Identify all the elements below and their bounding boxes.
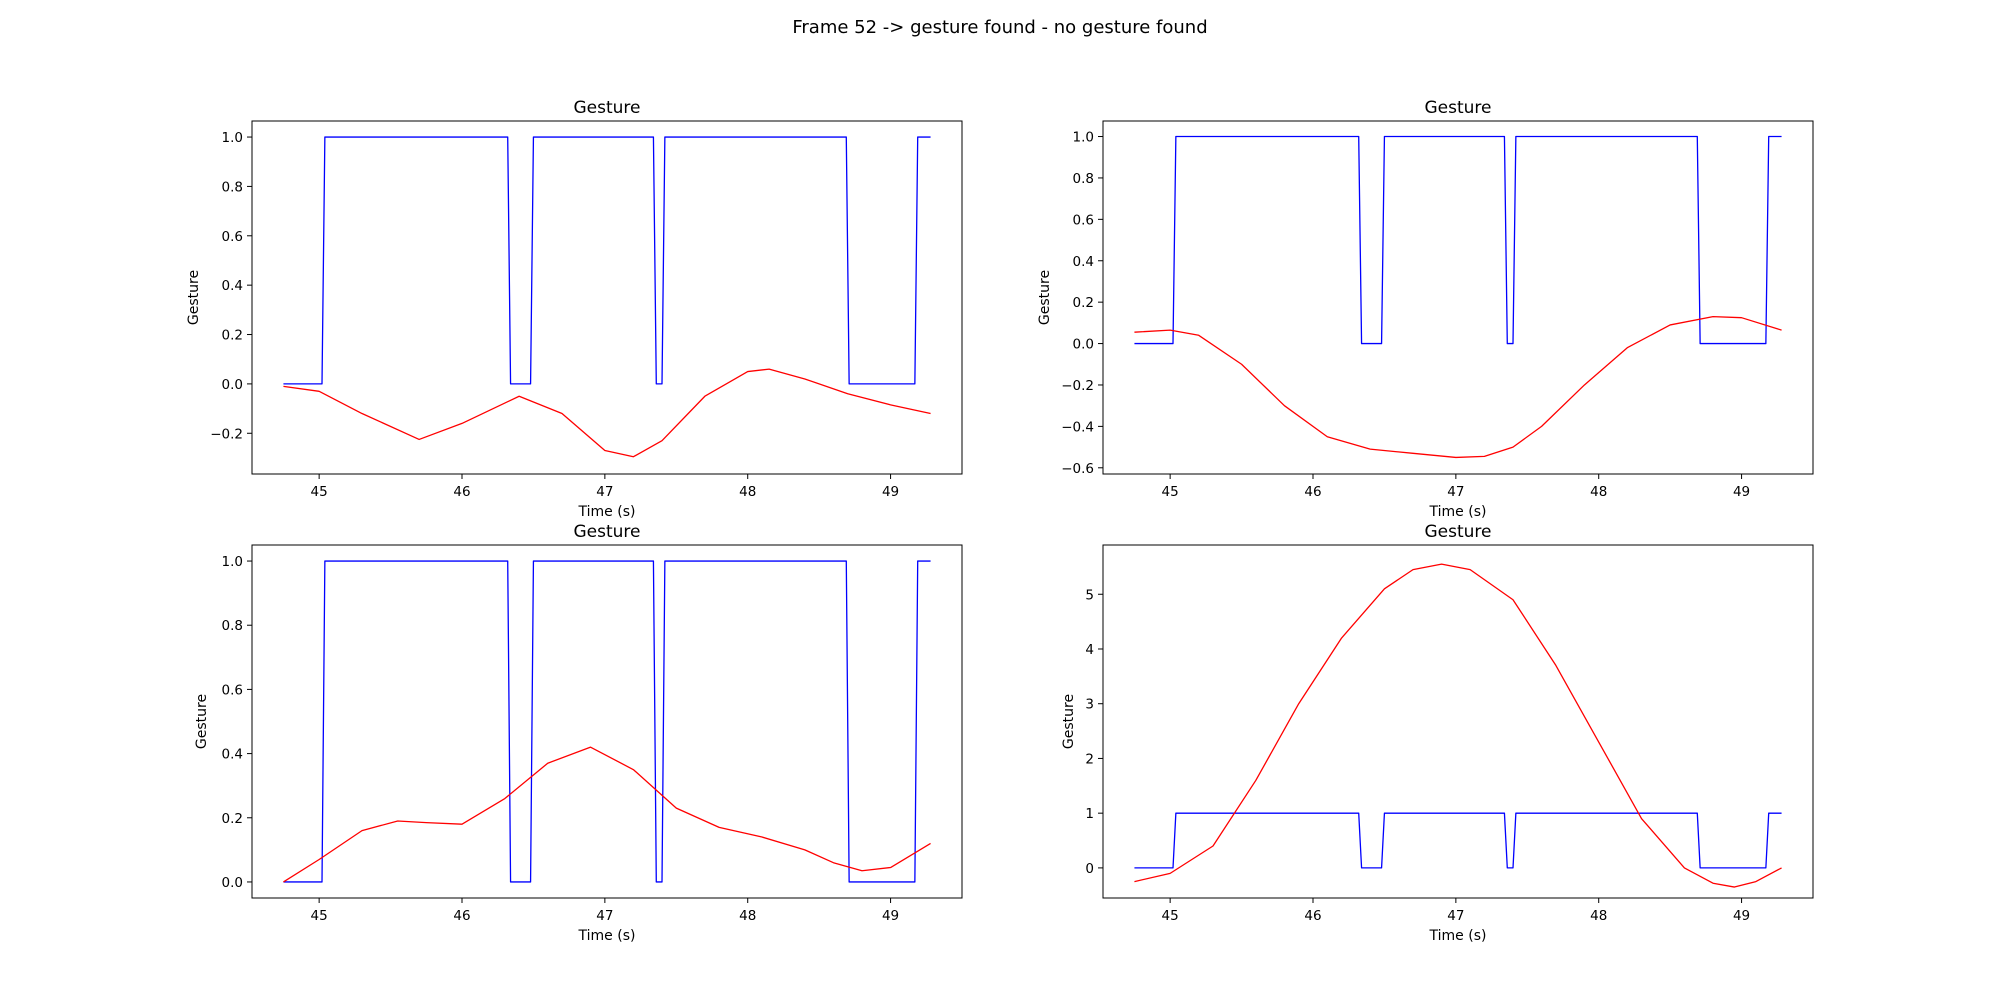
y-tick-label: 0 <box>1085 861 1094 877</box>
x-tick-label: 46 <box>1304 908 1321 924</box>
y-tick-label: 0.4 <box>222 747 243 763</box>
axes-frame <box>1102 544 1814 899</box>
x-axis-label: Time (s) <box>578 928 636 944</box>
series-line-1 <box>283 560 931 883</box>
subplot-2: 45 46 47 48 49 −0.6 −0.4 −0.2 0.0 0.2 0.4 0.6 0.8 1.0… <box>1037 98 1814 520</box>
y-axis-label: Gesture <box>194 694 210 749</box>
y-tick-label: 0.6 <box>222 229 243 245</box>
y-tick-label: 5 <box>1085 587 1094 603</box>
y-tick-label: 3 <box>1085 697 1094 713</box>
y-tick-label: 0.6 <box>222 682 243 698</box>
x-axis-label: Time (s) <box>1429 504 1487 520</box>
y-axis-label: Gesture <box>1037 270 1053 325</box>
y-tick-label: 1.0 <box>222 130 243 146</box>
series-line-1 <box>1134 812 1782 869</box>
x-tick-label: 48 <box>1590 908 1607 924</box>
series-line-2 <box>283 368 931 458</box>
x-tick-label: 47 <box>596 908 613 924</box>
y-tick-label: 0.4 <box>1073 254 1094 270</box>
x-tick-label: 45 <box>1162 908 1179 924</box>
x-tick-label: 48 <box>739 908 756 924</box>
x-tick-label: 47 <box>1447 908 1464 924</box>
y-tick-label: −0.4 <box>1061 419 1094 435</box>
y-tick-label: 0.8 <box>222 618 243 634</box>
x-axis-label: Time (s) <box>1429 928 1487 944</box>
x-tick-label: 49 <box>882 484 899 500</box>
x-tick-label: 47 <box>596 484 613 500</box>
series-line-1 <box>283 136 931 385</box>
axes-frame <box>251 120 963 475</box>
y-tick-label: 0.2 <box>222 328 243 344</box>
x-tick-label: 49 <box>1733 908 1750 924</box>
y-tick-label: 1.0 <box>1073 130 1094 146</box>
subplot-title: Gesture <box>573 98 640 118</box>
x-tick-label: 45 <box>311 908 328 924</box>
figure-suptitle: Frame 52 -> gesture found - no gesture f… <box>792 17 1207 38</box>
series-line-2 <box>283 746 931 883</box>
y-tick-label: 0.8 <box>1073 171 1094 187</box>
y-tick-label: 1 <box>1085 806 1094 822</box>
axes-frame <box>1102 120 1814 475</box>
x-tick-label: 48 <box>739 484 756 500</box>
x-tick-label: 46 <box>1304 484 1321 500</box>
y-tick-label: −0.2 <box>210 426 243 442</box>
y-tick-label: 0.0 <box>1073 337 1094 353</box>
series-line-2 <box>1134 563 1782 888</box>
y-tick-label: 0.0 <box>222 875 243 891</box>
subplot-3: 45 46 47 48 49 0.0 0.2 0.4 0.6 0.8 1.0 Gesture Time … <box>194 522 963 944</box>
y-tick-label: 1.0 <box>222 554 243 570</box>
y-tick-label: −0.6 <box>1061 461 1094 477</box>
subplot-title: Gesture <box>1424 522 1491 542</box>
y-tick-label: 0.4 <box>222 278 243 294</box>
subplots-container: 45 46 47 48 49−0.20.00.20.40.60.81.0GestureT… <box>186 98 1814 944</box>
y-tick-label: 0.6 <box>1073 212 1094 228</box>
y-axis-label: Gesture <box>186 270 202 325</box>
x-tick-label: 49 <box>1733 484 1750 500</box>
x-tick-label: 47 <box>1447 484 1464 500</box>
x-tick-label: 46 <box>453 908 470 924</box>
subplot-title: Gesture <box>1424 98 1491 118</box>
y-axis-label: Gesture <box>1061 694 1077 749</box>
series-line-1 <box>1134 135 1782 345</box>
y-tick-label: 2 <box>1085 751 1094 767</box>
subplot-1: 45 46 47 48 49 −0.2 0.0 0.2 0.4 0.6 0.8 1.0 Gesture T… <box>186 98 963 520</box>
y-tick-label: 0.2 <box>1073 295 1094 311</box>
y-tick-label: 0.2 <box>222 811 243 827</box>
x-tick-label: 45 <box>1162 484 1179 500</box>
subplot-title: Gesture <box>573 522 640 542</box>
y-tick-label: 0.0 <box>222 377 243 393</box>
y-tick-label: 4 <box>1085 642 1094 658</box>
x-axis-label: Time (s) <box>578 504 636 520</box>
y-tick-label: −0.2 <box>1061 378 1094 394</box>
y-tick-label: 0.8 <box>222 179 243 195</box>
x-tick-label: 46 <box>453 484 470 500</box>
x-tick-label: 49 <box>882 908 899 924</box>
axes-frame <box>251 544 963 899</box>
x-tick-label: 45 <box>311 484 328 500</box>
x-tick-label: 48 <box>1590 484 1607 500</box>
series-line-2 <box>1134 316 1782 459</box>
